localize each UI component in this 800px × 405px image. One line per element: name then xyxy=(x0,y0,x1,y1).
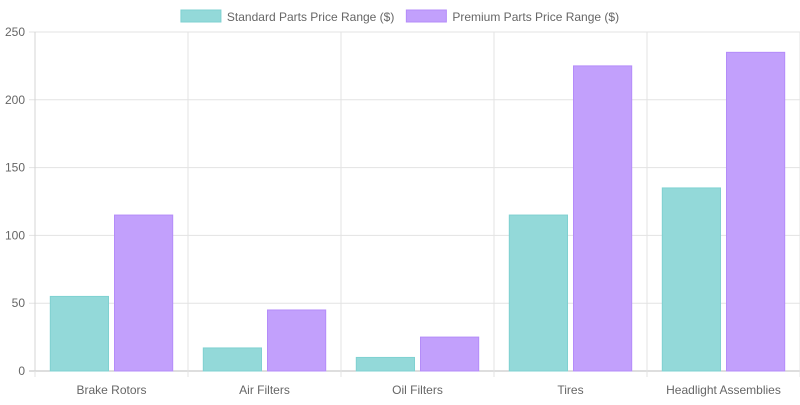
x-tick-label: Brake Rotors xyxy=(76,383,146,397)
bar[interactable] xyxy=(726,51,786,372)
bar[interactable] xyxy=(355,356,415,372)
y-tick-label: 150 xyxy=(5,161,25,175)
bar[interactable] xyxy=(114,214,174,372)
bar[interactable] xyxy=(573,65,633,372)
y-tick-label: 50 xyxy=(12,296,26,310)
bars xyxy=(49,51,786,372)
x-tick-label: Headlight Assemblies xyxy=(666,383,781,397)
bar[interactable] xyxy=(420,336,480,372)
y-tick-label: 250 xyxy=(5,25,25,39)
x-tick-label: Air Filters xyxy=(239,383,290,397)
legend: Standard Parts Price Range ($) Premium Pa… xyxy=(180,9,619,24)
x-tick-label: Oil Filters xyxy=(392,383,443,397)
tick-labels: 0 50 100 150 200 250 Brake Rotors Air Filters Oi… xyxy=(5,25,781,397)
bar[interactable] xyxy=(508,214,568,372)
legend-swatch[interactable] xyxy=(405,9,447,23)
bar[interactable] xyxy=(49,295,109,372)
y-tick-label: 200 xyxy=(5,93,25,107)
legend-swatch[interactable] xyxy=(180,9,222,23)
bar[interactable] xyxy=(661,187,721,372)
legend-label[interactable]: Standard Parts Price Range ($) xyxy=(227,10,394,24)
bar[interactable] xyxy=(202,347,263,372)
x-tick-label: Tires xyxy=(557,383,583,397)
legend-label[interactable]: Premium Parts Price Range ($) xyxy=(452,10,619,24)
y-tick-label: 0 xyxy=(18,364,25,378)
y-tick-label: 100 xyxy=(5,228,25,242)
bar[interactable] xyxy=(267,309,327,372)
